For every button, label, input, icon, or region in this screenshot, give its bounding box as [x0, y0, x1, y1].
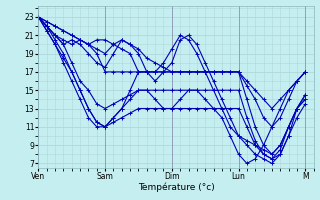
X-axis label: Température (°c): Température (°c): [138, 183, 214, 192]
